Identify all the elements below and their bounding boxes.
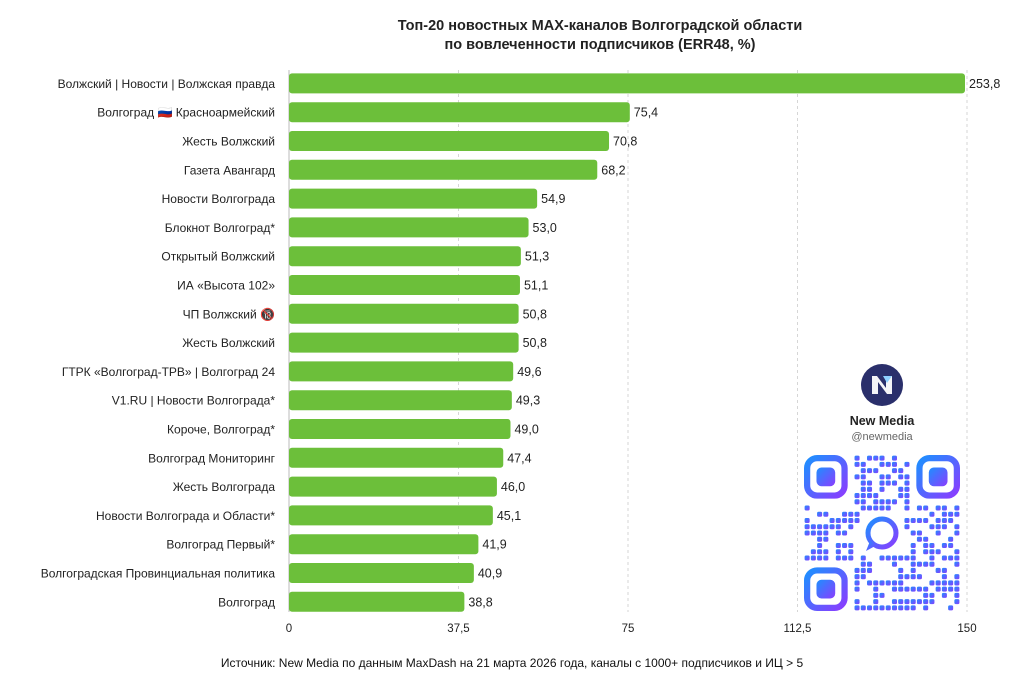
category-label: Блокнот Волгоград* (165, 221, 276, 235)
bar (289, 476, 497, 497)
bar-value-label: 51,3 (525, 250, 549, 264)
brand-name: New Media (849, 414, 915, 428)
category-label: ИА «Высота 102» (177, 279, 275, 293)
brand-handle[interactable]: @newmedia (851, 431, 913, 443)
category-label: Жесть Волжский (182, 336, 275, 350)
bar-value-label: 46,0 (501, 480, 525, 494)
x-tick-label: 150 (957, 623, 976, 635)
category-label: Волгоградская Провинциальная политика (41, 567, 276, 581)
chart-source: Источник: New Media по данным MaxDash на… (220, 656, 804, 670)
category-label: ГТРК «Волгоград-ТРВ» | Волгоград 24 (62, 365, 275, 379)
bar-value-label: 51,1 (524, 279, 548, 293)
chart-title: Топ-20 новостных MAX-каналов Волгоградск… (300, 17, 900, 55)
category-label: Новости Волгограда и Области* (96, 509, 275, 523)
bar (289, 275, 520, 295)
bar-chart: 0 37,5 75 112,5 150 253,8 Волжский | Новости |… (41, 70, 1000, 635)
chart-title-line-1: Топ-20 новостных MAX-каналов Волгоградск… (397, 18, 803, 34)
category-label: Волгоград 🇷🇺 Красноармейский (97, 106, 275, 120)
brand-block: New Media @newmedia (802, 364, 962, 443)
category-label: Короче, Волгоград* (167, 423, 275, 437)
bar-value-label: 49,3 (516, 394, 540, 408)
bar-value-label: 53,0 (533, 221, 557, 235)
bar-value-label: 49,6 (517, 365, 541, 379)
category-label: Волгоград (218, 595, 275, 609)
bar-value-label: 49,0 (514, 423, 538, 437)
bar (289, 188, 538, 209)
category-label: Газета Авангард (184, 163, 275, 177)
category-label: Волжский | Новости | Волжская правда (58, 77, 276, 91)
bar-value-label: 70,8 (613, 135, 637, 149)
bar-value-label: 75,4 (634, 106, 658, 120)
category-label: Открытый Волжский (161, 250, 275, 264)
category-label: Волгоград Мониторинг (148, 451, 275, 465)
category-label: Жесть Волжский (182, 135, 275, 149)
bar (289, 102, 630, 123)
x-tick-label: 75 (622, 623, 635, 635)
category-label: Жесть Волгограда (173, 480, 276, 494)
bar (289, 447, 504, 468)
bar-value-label: 41,9 (482, 538, 506, 552)
x-tick-label: 112,5 (784, 623, 812, 635)
category-label: V1.RU | Новости Волгограда* (112, 394, 276, 408)
qr-code-icon[interactable] (804, 455, 960, 611)
bar (289, 563, 474, 583)
bar-value-label: 45,1 (497, 509, 521, 523)
bar (289, 73, 965, 94)
bar (289, 246, 521, 267)
bar-value-label: 54,9 (541, 192, 565, 206)
bar-value-label: 38,8 (468, 595, 492, 609)
bar (289, 534, 479, 555)
bar (289, 390, 512, 411)
bar (289, 217, 529, 238)
bar-value-label: 50,8 (523, 336, 547, 350)
chart-title-line-2: по вовлеченности подписчиков (ERR48, %) (444, 37, 756, 53)
bar-value-label: 40,9 (478, 567, 502, 581)
bar (289, 591, 465, 612)
bar-value-label: 253,8 (969, 77, 1000, 91)
bar-value-label: 50,8 (523, 307, 547, 321)
bar (289, 332, 519, 353)
category-label: Волгоград Первый* (166, 538, 275, 552)
bar (289, 159, 598, 180)
x-tick-label: 37,5 (447, 623, 469, 635)
new-media-logo-icon (861, 364, 903, 406)
category-label: ЧП Волжский 🔞 (183, 307, 275, 321)
bar (289, 505, 493, 526)
bar-value-label: 68,2 (601, 163, 625, 177)
x-tick-label: 0 (286, 623, 292, 635)
bar (289, 361, 514, 382)
bar-value-label: 47,4 (507, 451, 531, 465)
bar (289, 419, 511, 439)
bar (289, 131, 610, 151)
bar (289, 303, 519, 324)
category-label: Новости Волгограда (162, 192, 276, 206)
